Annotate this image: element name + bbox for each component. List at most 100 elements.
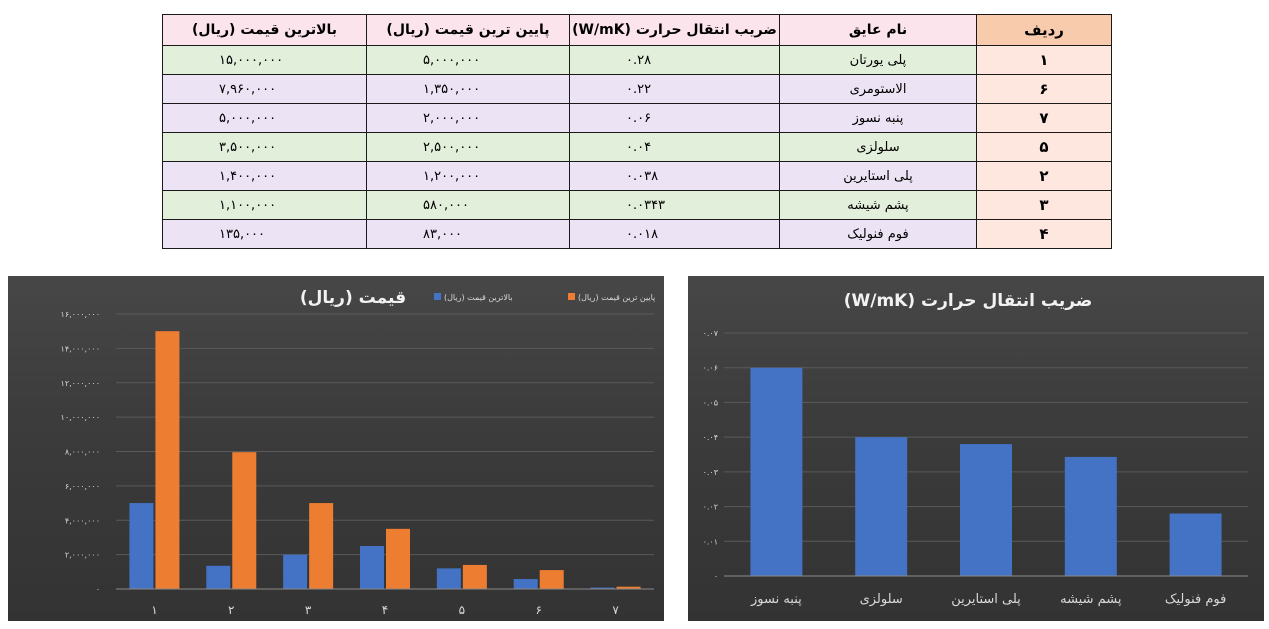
header-index: ردیف (976, 14, 1112, 46)
row-index-cell: ۲ (976, 161, 1112, 191)
row-conductivity-cell: ۰.۰۶ (569, 103, 780, 133)
y-tick-label: ۲,۰۰۰,۰۰۰ (65, 551, 100, 560)
table-header-row: ردیف نام عایق ضریب انتقال حرارت (W/mK) پ… (162, 14, 1112, 46)
bar (539, 570, 564, 589)
row-index-cell: ۵ (976, 132, 1112, 162)
y-tick-label: ۰.۰۷ (703, 329, 719, 338)
row-conductivity-cell: ۰.۰۱۸ (569, 219, 780, 249)
row-index-cell: ۴ (976, 219, 1112, 249)
bar (129, 503, 154, 589)
row-name-cell: پنبه نسوز (779, 103, 977, 133)
row-min-price-cell: ۵,۰۰۰,۰۰۰ (366, 45, 570, 75)
row-min-price-cell: ۲,۰۰۰,۰۰۰ (366, 103, 570, 133)
y-tick-label: ۶,۰۰۰,۰۰۰ (65, 482, 100, 491)
table-row: ۷ پنبه نسوز ۰.۰۶ ۲,۰۰۰,۰۰۰ ۵,۰۰۰,۰۰۰ (162, 103, 1112, 133)
y-tick-label: ۰.۰۲ (703, 503, 718, 512)
row-max-price-cell: ۷,۹۶۰,۰۰۰ (162, 74, 367, 104)
bar (386, 528, 410, 589)
row-max-price-cell: ۱,۴۰۰,۰۰۰ (162, 161, 367, 191)
bar (462, 564, 487, 589)
x-tick-label: ۳ (305, 603, 312, 617)
row-index-cell: ۷ (976, 103, 1112, 133)
row-name-cell: پلی یورتان (779, 45, 977, 75)
conductivity-chart: ۰ ۰.۰۱ ۰.۰۲ ۰.۰۳ ۰.۰۴ ۰.۰۵ ۰.۰۶ ۰.۰۷ ضریب انتقال… (703, 291, 1248, 607)
row-index-cell: ۶ (976, 74, 1112, 104)
y-tick-label: ۰ (96, 585, 100, 594)
bar (513, 579, 538, 589)
x-tick-label: فوم فنولیک (1165, 592, 1226, 607)
x-tick-label: پلی استایرین (951, 592, 1021, 607)
x-tick-label: ۶ (535, 603, 541, 617)
insulation-table: ردیف نام عایق ضریب انتقال حرارت (W/mK) پ… (162, 14, 1112, 249)
row-max-price-cell: ۵,۰۰۰,۰۰۰ (162, 103, 367, 133)
chart-title: ضریب انتقال حرارت (W/mK) (844, 291, 1093, 311)
legend-swatch (434, 293, 441, 300)
bar (155, 331, 180, 589)
row-index-cell: ۳ (976, 190, 1112, 220)
header-name: نام عایق (779, 14, 977, 46)
bar (206, 565, 231, 589)
row-conductivity-cell: ۰.۲۸ (569, 45, 780, 75)
row-name-cell: الاستومری (779, 74, 977, 104)
row-name-cell: فوم فنولیک (779, 219, 977, 249)
row-name-cell: پشم شیشه (779, 190, 977, 220)
table-row: ۶ الاستومری ۰.۲۲ ۱,۳۵۰,۰۰۰ ۷,۹۶۰,۰۰۰ (162, 74, 1112, 104)
legend-swatch (568, 293, 575, 300)
legend-label: پایین ترین قیمت (ریال) (578, 293, 655, 302)
x-tick-label: پنبه نسوز (750, 592, 802, 607)
y-tick-label: ۰.۰۵ (703, 398, 718, 407)
price-chart: ۰ ۲,۰۰۰,۰۰۰ ۴,۰۰۰,۰۰۰ ۶,۰۰۰,۰۰۰ ۸,۰۰۰,۰۰۰ ۱۰,… (61, 288, 656, 617)
row-conductivity-cell: ۰.۰۳۸ (569, 161, 780, 191)
x-tick-label: ۵ (459, 603, 465, 617)
y-tick-label: ۱۲,۰۰۰,۰۰۰ (61, 379, 100, 388)
bar (360, 546, 384, 589)
bar (855, 437, 908, 576)
bar (436, 568, 461, 589)
row-conductivity-cell: ۰.۰۳۴۳ (569, 190, 780, 220)
row-conductivity-cell: ۰.۲۲ (569, 74, 780, 104)
bar (960, 444, 1012, 576)
bar (1169, 513, 1222, 576)
header-conductivity: ضریب انتقال حرارت (W/mK) (569, 14, 780, 46)
row-name-cell: پلی استایرین (779, 161, 977, 191)
row-min-price-cell: ۸۳,۰۰۰ (366, 219, 570, 249)
y-tick-label: ۰.۰۴ (703, 433, 718, 442)
table-row: ۱ پلی یورتان ۰.۲۸ ۵,۰۰۰,۰۰۰ ۱۵,۰۰۰,۰۰۰ (162, 45, 1112, 75)
bar (1064, 456, 1117, 576)
y-tick-label: ۱۰,۰۰۰,۰۰۰ (61, 413, 100, 422)
x-tick-label: پشم شیشه (1060, 592, 1122, 607)
row-min-price-cell: ۵۸۰,۰۰۰ (366, 190, 570, 220)
header-max-price: بالاترین قیمت (ریال) (162, 14, 367, 46)
y-tick-label: ۱۴,۰۰۰,۰۰۰ (61, 344, 100, 353)
bar (750, 367, 803, 576)
row-max-price-cell: ۱۳۵,۰۰۰ (162, 219, 367, 249)
y-tick-label: ۰.۰۶ (703, 364, 718, 373)
table-row: ۳ پشم شیشه ۰.۰۳۴۳ ۵۸۰,۰۰۰ ۱,۱۰۰,۰۰۰ (162, 190, 1112, 220)
row-max-price-cell: ۳,۵۰۰,۰۰۰ (162, 132, 367, 162)
table-body: ۱ پلی یورتان ۰.۲۸ ۵,۰۰۰,۰۰۰ ۱۵,۰۰۰,۰۰۰ ۶ الاست… (162, 45, 1112, 249)
legend-label: بالاترین قیمت (ریال) (444, 293, 513, 302)
x-tick-label: سلولزی (860, 592, 903, 607)
row-max-price-cell: ۱۵,۰۰۰,۰۰۰ (162, 45, 367, 75)
x-tick-label: ۴ (382, 603, 388, 617)
row-min-price-cell: ۱,۳۵۰,۰۰۰ (366, 74, 570, 104)
table-row: ۲ پلی استایرین ۰.۰۳۸ ۱,۲۰۰,۰۰۰ ۱,۴۰۰,۰۰۰ (162, 161, 1112, 191)
header-min-price: پایین ترین قیمت (ریال) (366, 14, 570, 46)
bar (309, 503, 334, 589)
table-row: ۴ فوم فنولیک ۰.۰۱۸ ۸۳,۰۰۰ ۱۳۵,۰۰۰ (162, 219, 1112, 249)
chart-title: قیمت (ریال) (300, 288, 406, 308)
row-min-price-cell: ۱,۲۰۰,۰۰۰ (366, 161, 570, 191)
row-index-cell: ۱ (976, 45, 1112, 75)
y-tick-label: ۱۶,۰۰۰,۰۰۰ (61, 310, 100, 319)
row-conductivity-cell: ۰.۰۴ (569, 132, 780, 162)
x-tick-label: ۲ (228, 603, 234, 617)
bar (590, 587, 615, 589)
table-row: ۵ سلولزی ۰.۰۴ ۲,۵۰۰,۰۰۰ ۳,۵۰۰,۰۰۰ (162, 132, 1112, 162)
conductivity-chart-panel: ۰ ۰.۰۱ ۰.۰۲ ۰.۰۳ ۰.۰۴ ۰.۰۵ ۰.۰۶ ۰.۰۷ ضریب انتقال… (688, 276, 1264, 621)
y-tick-label: ۸,۰۰۰,۰۰۰ (65, 448, 100, 457)
bar (616, 586, 641, 589)
bar (232, 452, 257, 589)
x-tick-label: ۷ (612, 603, 619, 617)
x-tick-label: ۱ (151, 603, 157, 617)
y-tick-label: ۰.۰۱ (703, 537, 718, 546)
